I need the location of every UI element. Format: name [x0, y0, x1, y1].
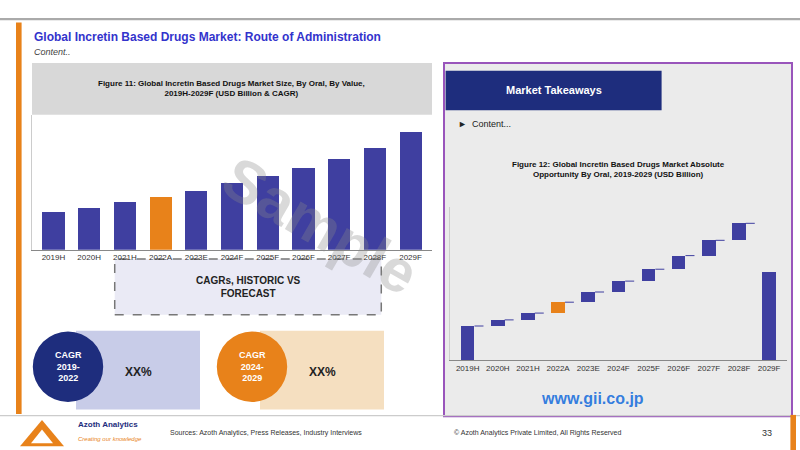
svg-text:2022A: 2022A	[149, 253, 173, 262]
svg-text:2019H: 2019H	[456, 364, 480, 373]
svg-text:Market Takeaways: Market Takeaways	[506, 84, 602, 96]
svg-text:XX%: XX%	[125, 365, 152, 379]
svg-text:www.gii.co.jp: www.gii.co.jp	[541, 390, 644, 407]
svg-text:2021H: 2021H	[516, 364, 540, 373]
svg-text:2023E: 2023E	[185, 253, 208, 262]
svg-text:Global Incretin Based Drugs Ma: Global Incretin Based Drugs Market: Rout…	[34, 30, 381, 44]
svg-text:2023E: 2023E	[577, 364, 600, 373]
svg-text:2024F: 2024F	[607, 364, 630, 373]
svg-text:Creating our knowledge: Creating our knowledge	[78, 436, 142, 442]
svg-text:XX%: XX%	[309, 365, 336, 379]
svg-text:Figure 11: Global Incretin Bas: Figure 11: Global Incretin Based Drugs M…	[98, 79, 365, 98]
svg-text:CAGR2019-2022: CAGR2019-2022	[55, 350, 82, 383]
svg-text:2029F: 2029F	[399, 253, 422, 262]
svg-text:2028F: 2028F	[364, 253, 387, 262]
svg-text:2021H: 2021H	[113, 253, 137, 262]
svg-text:2020H: 2020H	[486, 364, 510, 373]
svg-text:Azoth Analytics: Azoth Analytics	[78, 420, 138, 429]
svg-text:2029F: 2029F	[758, 364, 781, 373]
svg-text:© Azoth Analytics Private Limi: © Azoth Analytics Private Limited, All R…	[454, 429, 622, 437]
svg-text:Content..: Content..	[34, 47, 71, 57]
svg-text:Sample: Sample	[211, 143, 429, 308]
svg-text:2025F: 2025F	[256, 253, 279, 262]
svg-text:2025F: 2025F	[637, 364, 660, 373]
svg-text:► Content...: ► Content...	[458, 119, 511, 129]
svg-text:2024F: 2024F	[221, 253, 244, 262]
svg-text:2022A: 2022A	[547, 364, 571, 373]
svg-text:2020H: 2020H	[77, 253, 101, 262]
svg-text:2026F: 2026F	[667, 364, 690, 373]
svg-text:Sources: Azoth Analytics, Pres: Sources: Azoth Analytics, Press Releases…	[170, 429, 362, 437]
svg-text:2019H: 2019H	[42, 253, 66, 262]
svg-text:2027F: 2027F	[328, 253, 351, 262]
svg-text:Figure 12: Global Incretin Bas: Figure 12: Global Incretin Based Drugs M…	[512, 160, 725, 179]
svg-text:2028F: 2028F	[728, 364, 751, 373]
svg-text:2027F: 2027F	[697, 364, 720, 373]
svg-text:CAGRs, HISTORIC VSFORECAST: CAGRs, HISTORIC VSFORECAST	[196, 275, 301, 299]
svg-text:33: 33	[762, 428, 772, 438]
svg-text:CAGR2024-2029: CAGR2024-2029	[239, 350, 266, 383]
svg-text:2026F: 2026F	[292, 253, 315, 262]
